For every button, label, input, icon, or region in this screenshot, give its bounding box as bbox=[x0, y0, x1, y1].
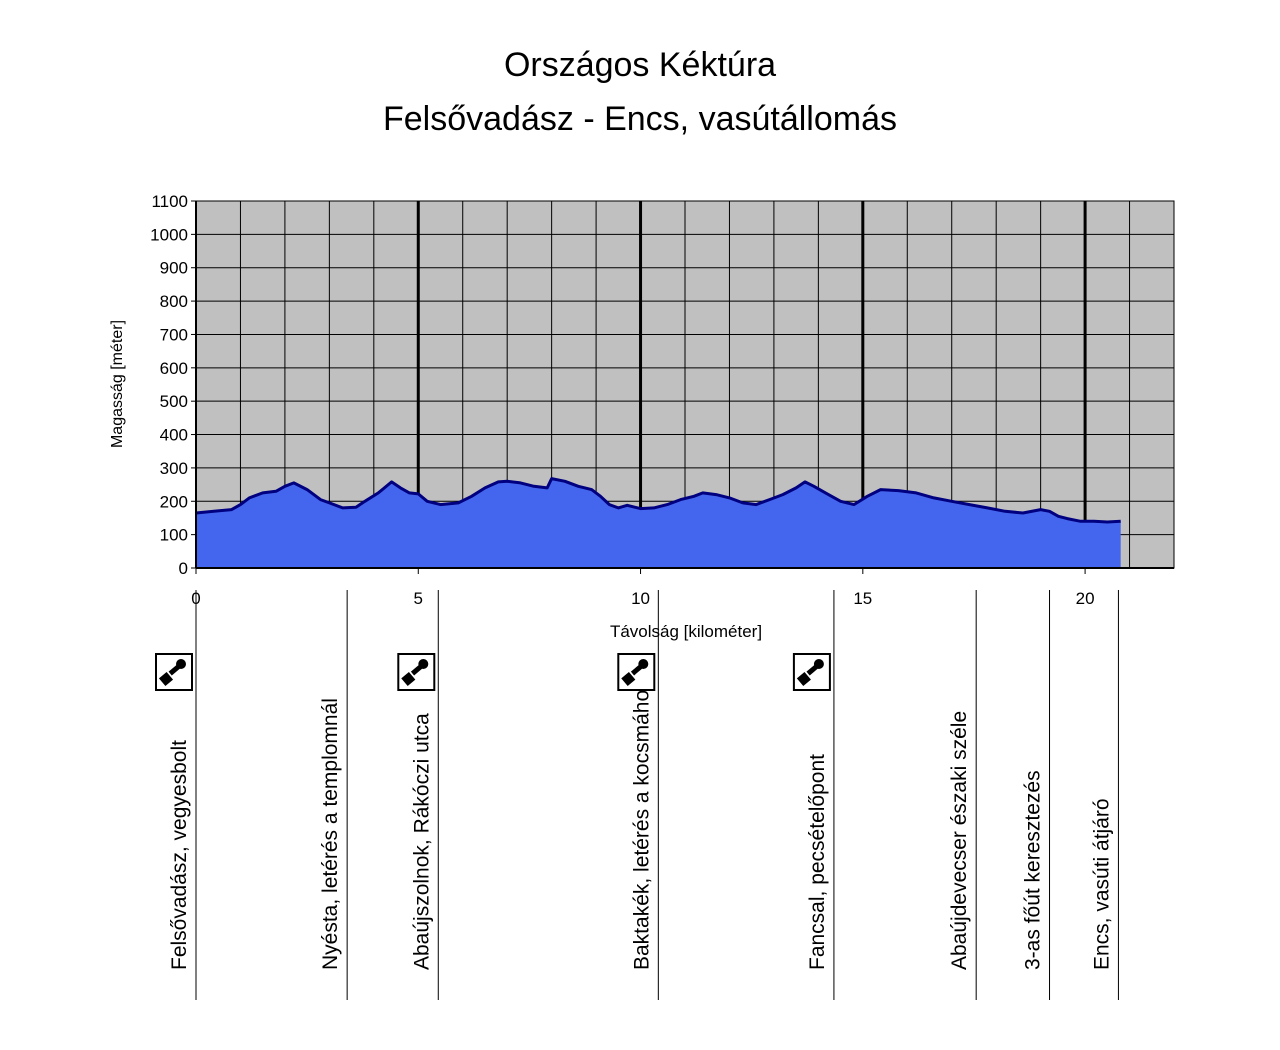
stamp-icon-frame bbox=[155, 653, 193, 691]
x-tick-label: 15 bbox=[853, 589, 872, 608]
x-tick-label: 10 bbox=[631, 589, 650, 608]
y-tick-label: 800 bbox=[160, 292, 188, 311]
y-tick-label: 400 bbox=[160, 426, 188, 445]
stamp-icon bbox=[792, 653, 831, 691]
chart-subtitle: Felsővadász - Encs, vasútállomás bbox=[383, 100, 897, 138]
stamp-icon bbox=[155, 653, 193, 691]
stamp-icon bbox=[397, 653, 436, 691]
elevation-area bbox=[196, 478, 1121, 568]
elevation-line bbox=[195, 477, 1121, 524]
stamp-icon-knob bbox=[176, 659, 186, 669]
waypoint-label: Encs, vasúti átjáró bbox=[1090, 798, 1113, 970]
stamp-icon-base bbox=[621, 671, 636, 687]
y-tick-label: 200 bbox=[160, 492, 188, 511]
stamp-icon bbox=[617, 653, 656, 691]
stamp-icon-frame bbox=[792, 653, 831, 691]
y-tick-label: 100 bbox=[160, 526, 188, 545]
y-tick-label: 300 bbox=[160, 459, 188, 478]
y-tick-label: 0 bbox=[179, 559, 188, 578]
y-tick-label: 1000 bbox=[150, 225, 188, 244]
x-tick-label: 5 bbox=[414, 589, 423, 608]
waypoint-label: Fancsal, pecsételőpont bbox=[806, 754, 829, 970]
y-tick-label: 700 bbox=[160, 325, 188, 344]
stamp-icon-knob bbox=[813, 659, 824, 669]
chart-title: Országos Kéktúra bbox=[503, 46, 777, 84]
waypoint-label: Nyésta, letérés a templomnál bbox=[319, 698, 342, 970]
stamp-icon-base bbox=[796, 671, 811, 687]
stamp-icon-knob bbox=[418, 659, 429, 669]
x-tick-label: 20 bbox=[1076, 589, 1095, 608]
x-axis-label: Távolság [kilométer] bbox=[610, 622, 762, 641]
y-tick-label: 500 bbox=[160, 392, 188, 411]
y-axis-label: Magasság [méter] bbox=[109, 320, 126, 448]
stamp-icon-base bbox=[158, 671, 174, 687]
waypoint-label: Abaújdevecser északi széle bbox=[948, 711, 971, 970]
stamp-icon-base bbox=[401, 671, 416, 687]
stamp-icon-knob bbox=[638, 659, 649, 669]
waypoint-label: Abaújszolnok, Rákóczi utca bbox=[410, 713, 433, 970]
y-tick-label: 1100 bbox=[151, 192, 188, 211]
y-tick-label: 600 bbox=[160, 359, 188, 378]
waypoint-label: Felsővadász, vegyesbolt bbox=[168, 740, 191, 970]
waypoint-label: Baktakék, letérés a kocsmához bbox=[630, 679, 653, 970]
y-tick-label: 900 bbox=[160, 259, 188, 278]
waypoint-label: 3-as főút keresztezés bbox=[1022, 770, 1045, 970]
